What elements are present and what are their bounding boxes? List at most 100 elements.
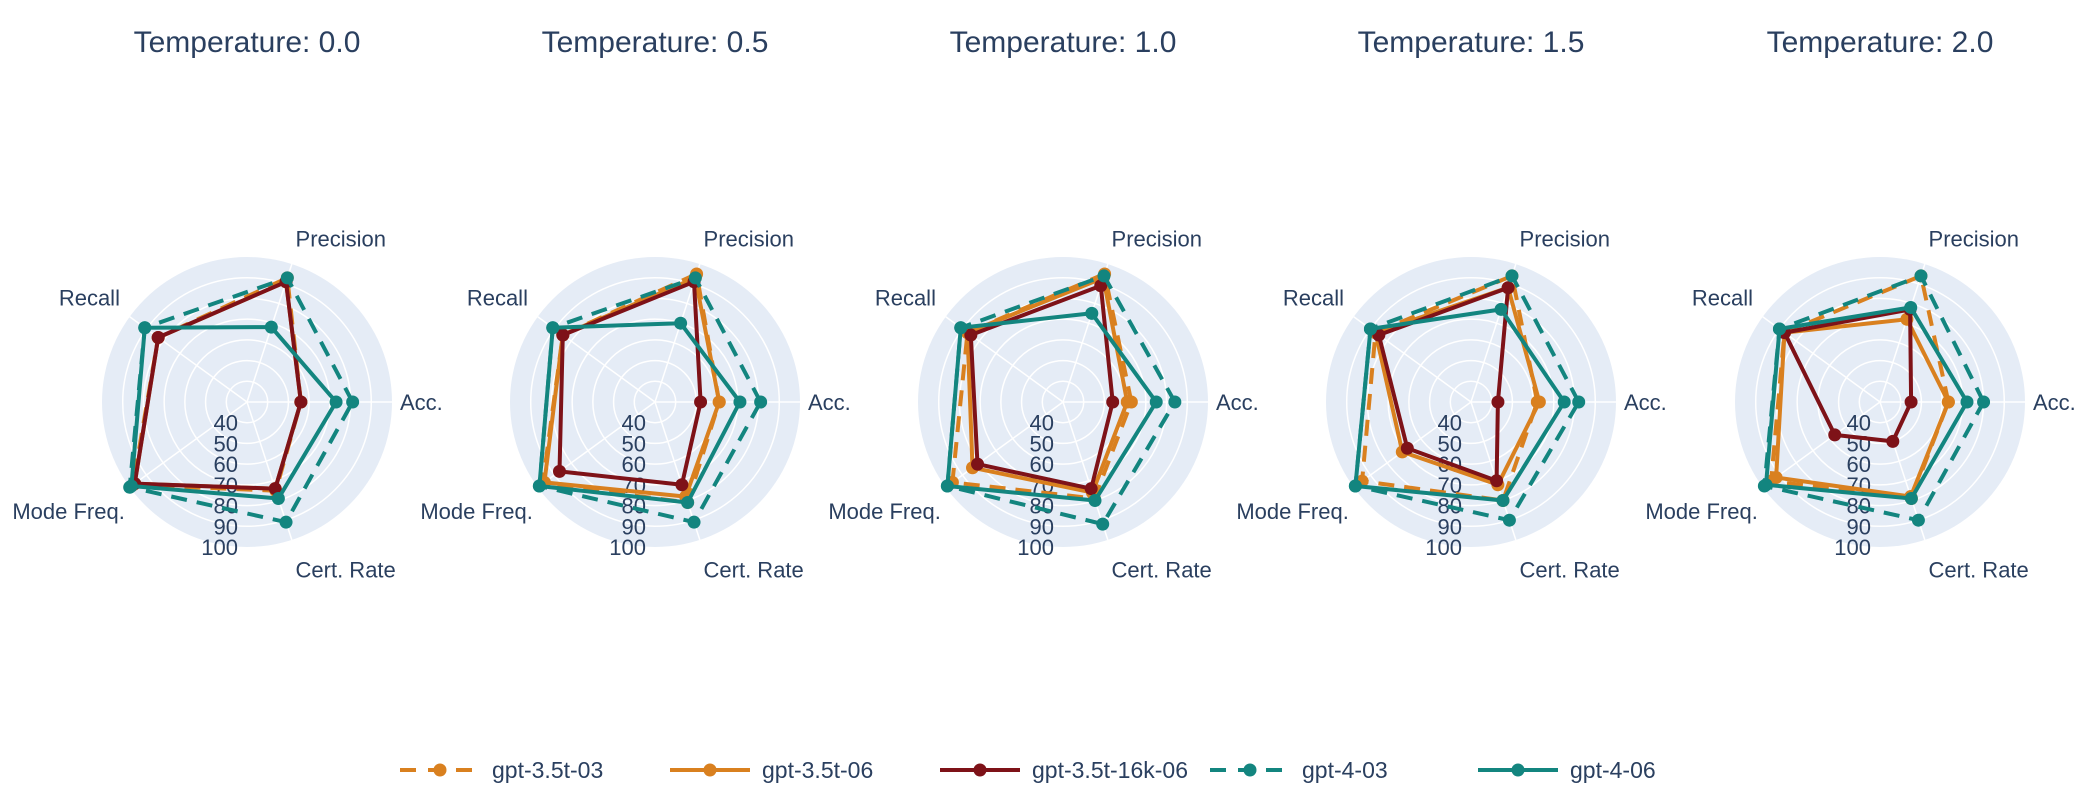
radial-tick-label: 100 — [1834, 535, 1871, 560]
data-point-gpt-4-06 — [546, 321, 560, 335]
radial-tick-label: 40 — [1847, 411, 1871, 436]
data-point-gpt-4-03 — [1911, 513, 1925, 527]
axis-label-mode-freq: Mode Freq. — [828, 499, 941, 524]
data-point-gpt-3.5t-16k-06 — [1828, 428, 1842, 442]
data-point-gpt-4-03 — [1977, 395, 1991, 409]
legend-label: gpt-3.5t-03 — [492, 757, 603, 783]
legend-marker-swatch — [973, 763, 987, 777]
series-line-gpt-3.5t-16k-06 — [1782, 307, 1914, 444]
radial-tick-label: 50 — [1438, 431, 1462, 456]
legend-item-gpt-3.5t-16k-06[interactable]: gpt-3.5t-16k-06 — [940, 757, 1188, 783]
radial-tick-label: 80 — [214, 494, 238, 519]
radial-tick-label: 90 — [1030, 514, 1054, 539]
data-point-gpt-4-06 — [1363, 322, 1377, 336]
axis-label-cert-rate: Cert. Rate — [296, 557, 396, 582]
legend-item-gpt-3.5t-06[interactable]: gpt-3.5t-06 — [670, 757, 873, 783]
data-point-gpt-3.5t-16k-06 — [964, 328, 978, 342]
axis-label-recall: Recall — [1692, 286, 1753, 311]
radial-tick-label: 50 — [214, 431, 238, 456]
axis-label-acc: Acc. — [808, 390, 851, 415]
series-line-gpt-3.5t-06 — [965, 275, 1130, 495]
radial-tick-label: 90 — [1438, 514, 1462, 539]
angular-gridline — [129, 401, 248, 488]
data-point-gpt-3.5t-16k-06 — [556, 328, 570, 342]
data-point-gpt-4-06 — [1904, 492, 1918, 506]
series-line-gpt-3.5t-06 — [1774, 317, 1951, 499]
data-point-gpt-4-06 — [1904, 300, 1918, 314]
angular-gridline — [1762, 401, 1881, 488]
series-gpt-4-06 — [1348, 302, 1571, 508]
axis-label-cert-rate: Cert. Rate — [704, 557, 804, 582]
panel-title: Temperature: 2.0 — [1767, 26, 1994, 59]
data-point-gpt-3.5t-16k-06 — [1904, 395, 1918, 409]
axis-label-recall: Recall — [1283, 286, 1344, 311]
radial-tick-label: 40 — [1438, 411, 1462, 436]
data-point-gpt-4-06 — [1496, 494, 1510, 508]
data-point-gpt-4-06 — [264, 320, 278, 334]
data-point-gpt-3.5t-16k-06 — [1490, 474, 1504, 488]
radial-tick-label: 50 — [1030, 431, 1054, 456]
axis-label-cert-rate: Cert. Rate — [1520, 557, 1620, 582]
radial-tick-label: 60 — [1030, 452, 1054, 477]
radial-tick-label: 40 — [622, 411, 646, 436]
axis-label-cert-rate: Cert. Rate — [1112, 557, 1212, 582]
axis-label-precision: Precision — [704, 227, 794, 252]
legend-item-gpt-3.5t-03[interactable]: gpt-3.5t-03 — [400, 757, 603, 783]
radial-tick-label: 40 — [214, 411, 238, 436]
radial-tick-label: 100 — [609, 535, 646, 560]
legend-item-gpt-4-06[interactable]: gpt-4-06 — [1478, 757, 1656, 783]
series-line-gpt-3.5t-16k-06 — [132, 279, 303, 491]
series-line-gpt-3.5t-06 — [542, 275, 722, 499]
data-point-gpt-4-06 — [124, 479, 138, 493]
data-point-gpt-3.5t-16k-06 — [1094, 279, 1108, 293]
data-point-gpt-3.5t-06 — [1941, 395, 1955, 409]
axis-label-mode-freq: Mode Freq. — [12, 499, 125, 524]
data-point-gpt-3.5t-06 — [1769, 470, 1783, 484]
data-point-gpt-3.5t-06 — [1532, 395, 1546, 409]
series-gpt-3.5t-16k-06 — [964, 279, 1120, 496]
axis-label-precision: Precision — [1112, 227, 1202, 252]
data-point-gpt-4-03 — [1096, 517, 1110, 531]
angular-gridline — [1879, 263, 1926, 403]
data-point-gpt-4-06 — [271, 492, 285, 506]
axis-label-mode-freq: Mode Freq. — [420, 499, 533, 524]
series-gpt-4-06 — [532, 316, 747, 509]
legend: gpt-3.5t-03 gpt-3.5t-06 gpt-3.5t-16k-06 gpt… — [400, 757, 1656, 783]
data-point-gpt-4-03 — [1914, 269, 1928, 283]
data-point-gpt-4-03 — [280, 271, 294, 285]
series-gpt-4-06 — [1759, 300, 1974, 506]
radial-tick-label: 100 — [201, 535, 238, 560]
data-point-gpt-4-06 — [733, 395, 747, 409]
axis-label-mode-freq: Mode Freq. — [1236, 499, 1349, 524]
radial-tick-label: 90 — [214, 514, 238, 539]
data-point-gpt-4-06 — [681, 495, 695, 509]
data-point-gpt-3.5t-16k-06 — [1400, 441, 1414, 455]
panel-title: Temperature: 0.5 — [542, 26, 769, 59]
data-point-gpt-3.5t-16k-06 — [1084, 482, 1098, 496]
legend-marker-swatch — [703, 763, 717, 777]
data-point-gpt-4-06 — [1557, 395, 1571, 409]
radial-tick-label: 100 — [1017, 535, 1054, 560]
axis-label-acc: Acc. — [1624, 390, 1667, 415]
angular-gridline — [1062, 401, 1109, 541]
series-gpt-4-06 — [124, 320, 343, 506]
axis-label-acc: Acc. — [2033, 390, 2076, 415]
data-point-gpt-4-06 — [1494, 302, 1508, 316]
legend-marker-swatch — [1243, 763, 1257, 777]
data-point-gpt-4-06 — [1772, 322, 1786, 336]
data-point-gpt-4-06 — [674, 316, 688, 330]
axis-label-precision: Precision — [296, 227, 386, 252]
series-line-gpt-4-06 — [945, 311, 1159, 503]
radial-tick-label: 40 — [1030, 411, 1054, 436]
radial-tick-label: 60 — [622, 452, 646, 477]
data-point-gpt-3.5t-16k-06 — [694, 395, 708, 409]
radial-tick-label: 60 — [214, 452, 238, 477]
legend-label: gpt-4-06 — [1570, 757, 1656, 783]
data-point-gpt-3.5t-06 — [1120, 395, 1134, 409]
data-point-gpt-3.5t-16k-06 — [971, 457, 985, 471]
legend-item-gpt-4-03[interactable]: gpt-4-03 — [1210, 757, 1388, 783]
panel-title: Temperature: 1.5 — [1358, 26, 1585, 59]
data-point-gpt-4-06 — [138, 321, 152, 335]
